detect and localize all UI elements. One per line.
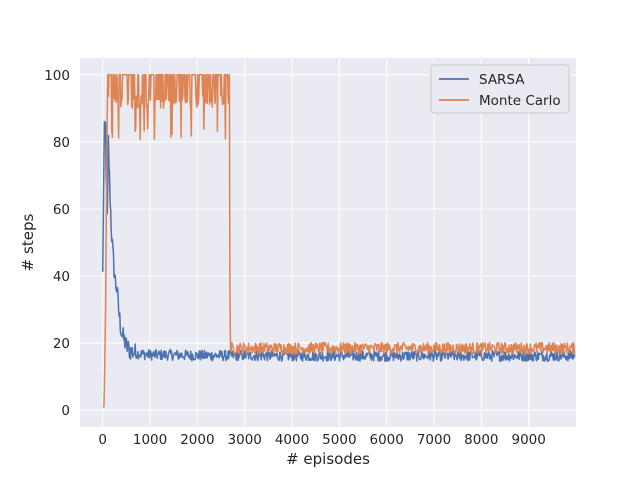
x-tick-label: 3000 [228,432,262,448]
legend: SARSA Monte Carlo [430,64,570,114]
y-tick-label: 0 [61,403,70,419]
legend-label: SARSA [479,72,525,88]
tick-labels: 0 1000 2000 3000 4000 5000 6000 7000 8000 9000 0 20… [44,68,546,448]
x-tick-label: 5000 [322,432,356,448]
x-tick-label: 8000 [464,432,498,448]
series-line [102,74,576,408]
y-tick-label: 80 [53,135,70,151]
y-axis-label: # steps [19,214,37,272]
x-tick-label: 7000 [417,432,451,448]
y-tick-label: 20 [53,336,70,352]
x-tick-label: 6000 [370,432,404,448]
x-tick-label: 9000 [511,432,545,448]
legend-label: Monte Carlo [479,93,561,109]
y-tick-label: 40 [53,269,70,285]
x-tick-label: 4000 [275,432,309,448]
x-axis-label: # episodes [286,450,370,468]
x-tick-label: 1000 [133,432,167,448]
y-tick-label: 60 [53,202,70,218]
legend-box [430,64,570,114]
grid [80,58,576,427]
series-layer [101,74,576,408]
plot-area [80,58,576,427]
x-tick-label: 2000 [180,432,214,448]
x-tick-label: 0 [98,432,107,448]
y-tick-label: 100 [44,68,70,84]
